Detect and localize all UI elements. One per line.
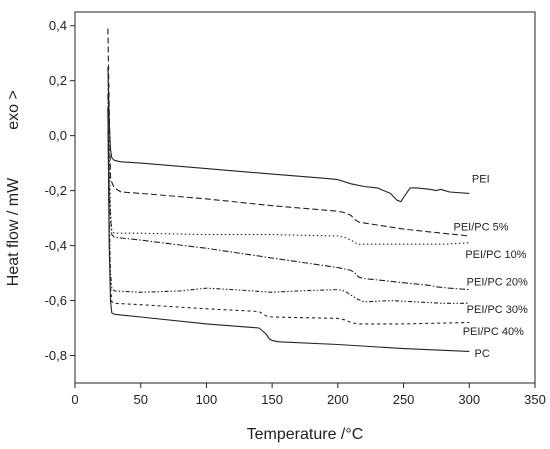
y-tick-label: 0,2 — [49, 73, 67, 88]
y-tick-label: 0,0 — [49, 128, 67, 143]
x-tick-label: 350 — [524, 392, 546, 407]
x-tick-label: 50 — [133, 392, 147, 407]
series-line-2 — [107, 80, 470, 245]
x-tick-label: 0 — [71, 392, 78, 407]
series-labels: PEI PEI/PC 5% PEI/PC 10% PEI/PC 20% PEI/PC 3… — [454, 173, 529, 360]
axis-ticks: 0 50 100 150 200 250 300 350 0,4 0,2 0,0 -0,2 -0,4 -0… — [45, 18, 546, 407]
series-label-0: PEI — [472, 173, 490, 185]
x-tick-label: 300 — [458, 392, 480, 407]
series-label-3: PEI/PC 20% — [467, 276, 528, 288]
x-tick-label: 150 — [261, 392, 283, 407]
y-tick-label: -0,8 — [45, 348, 67, 363]
series-line-5 — [107, 108, 470, 325]
series-line-6 — [107, 108, 470, 352]
plot-border — [74, 11, 536, 384]
series-label-5: PEI/PC 40% — [463, 326, 524, 338]
x-tick-label: 100 — [196, 392, 218, 407]
x-tick-label: 250 — [393, 392, 415, 407]
series-label-6: PC — [475, 348, 490, 360]
series-label-4: PEI/PC 30% — [467, 304, 528, 316]
series-group — [107, 28, 470, 352]
plot-frame — [74, 11, 536, 384]
y-tick-label: 0,4 — [49, 18, 67, 33]
series-label-1: PEI/PC 5% — [454, 221, 509, 233]
y-axis-title: Heat flow / mW — [5, 177, 22, 286]
series-line-3 — [107, 94, 470, 291]
series-line-4 — [107, 108, 470, 304]
exo-annotation: exo > — [5, 90, 22, 130]
series-label-2: PEI/PC 10% — [465, 249, 526, 261]
series-line-1 — [107, 28, 470, 237]
y-tick-label: -0,4 — [45, 238, 67, 253]
y-tick-label: -0,6 — [45, 293, 67, 308]
series-line-0 — [107, 66, 470, 203]
y-tick-label: -0,2 — [45, 183, 67, 198]
x-tick-label: 200 — [327, 392, 349, 407]
x-axis-title: Temperature /°C — [247, 426, 364, 443]
